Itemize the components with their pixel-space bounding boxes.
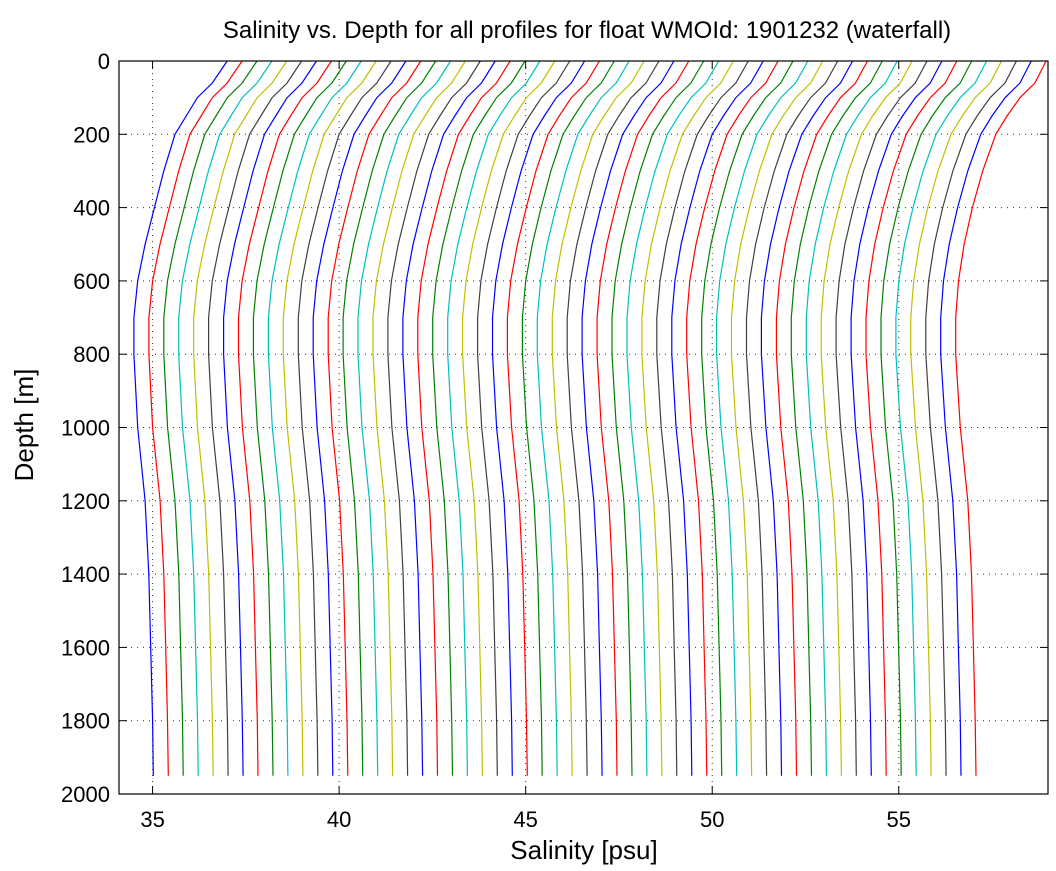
x-tick-label: 55 <box>887 807 911 832</box>
y-tick-label: 600 <box>73 269 110 294</box>
profile-line <box>626 60 720 776</box>
y-tick-label: 200 <box>73 122 110 147</box>
profile-line <box>148 60 243 776</box>
y-tick-label: 1400 <box>61 562 110 587</box>
chart-title: Salinity vs. Depth for all profiles for … <box>223 17 951 44</box>
profile-line <box>686 60 779 776</box>
y-tick-label: 1200 <box>61 489 110 514</box>
profile-series <box>133 60 1047 776</box>
profile-line <box>163 60 258 776</box>
profile-line <box>701 60 794 776</box>
profile-line <box>267 60 362 776</box>
y-tick-label: 1000 <box>61 416 110 441</box>
profile-line <box>835 60 928 776</box>
profile-line <box>506 60 600 776</box>
y-tick-label: 400 <box>73 196 110 221</box>
profile-line <box>850 60 943 776</box>
profile-line <box>775 60 869 776</box>
grid-lines <box>119 61 1048 794</box>
profile-line <box>715 60 809 776</box>
profile-line <box>357 60 452 776</box>
y-tick-label: 800 <box>73 342 110 367</box>
profile-line <box>551 60 645 776</box>
profile-line <box>925 60 1017 776</box>
profile-line <box>462 60 556 776</box>
profile-line <box>895 60 988 776</box>
profile-line <box>641 60 734 776</box>
profile-line <box>372 60 466 776</box>
y-tick-label: 1800 <box>61 709 110 734</box>
profile-line <box>477 60 571 776</box>
profile-line <box>252 60 347 776</box>
profile-line <box>566 60 660 776</box>
profile-line <box>790 60 883 776</box>
profile-line <box>193 60 288 776</box>
profile-line <box>805 60 898 776</box>
profile-line <box>342 60 437 776</box>
x-tick-label: 50 <box>700 807 724 832</box>
profile-line <box>760 60 854 776</box>
profile-line <box>581 60 675 776</box>
y-tick-label: 2000 <box>61 782 110 807</box>
profile-line <box>327 60 422 776</box>
profile-line <box>596 60 690 776</box>
y-tick-label: 1600 <box>61 635 110 660</box>
profile-line <box>417 60 511 776</box>
profile-line <box>282 60 377 776</box>
profile-line <box>178 60 273 776</box>
x-axis-ticks: 35 40 45 50 55 <box>140 61 911 832</box>
profile-line <box>133 60 228 776</box>
y-axis-ticks: 0 200 400 600 800 1000 1200 1400 1600 1800 2000 <box>61 49 1048 807</box>
profile-line <box>223 60 318 776</box>
profile-line <box>910 60 1003 776</box>
profile-line <box>521 60 615 776</box>
profile-line <box>208 60 303 776</box>
profile-line <box>865 60 958 776</box>
profile-line <box>745 60 839 776</box>
profile-line <box>387 60 481 776</box>
x-tick-label: 40 <box>327 807 351 832</box>
profile-line <box>820 60 913 776</box>
profile-line <box>656 60 749 776</box>
y-axis-title: Depth [m] <box>9 369 39 482</box>
profile-line <box>432 60 526 776</box>
profile-line <box>671 60 764 776</box>
profile-line <box>447 60 541 776</box>
y-tick-label: 0 <box>98 49 110 74</box>
profile-line <box>237 60 332 776</box>
profile-line <box>611 60 705 776</box>
profile-line <box>491 60 586 776</box>
x-tick-label: 35 <box>140 807 164 832</box>
profile-line <box>730 60 824 776</box>
profile-line <box>955 60 1047 776</box>
x-tick-label: 45 <box>513 807 537 832</box>
profile-line <box>940 60 1032 776</box>
profile-line <box>402 60 496 776</box>
profile-line <box>297 60 392 776</box>
profile-line <box>536 60 630 776</box>
profile-line <box>312 60 407 776</box>
x-axis-title: Salinity [psu] <box>510 835 657 865</box>
profile-line <box>880 60 973 776</box>
